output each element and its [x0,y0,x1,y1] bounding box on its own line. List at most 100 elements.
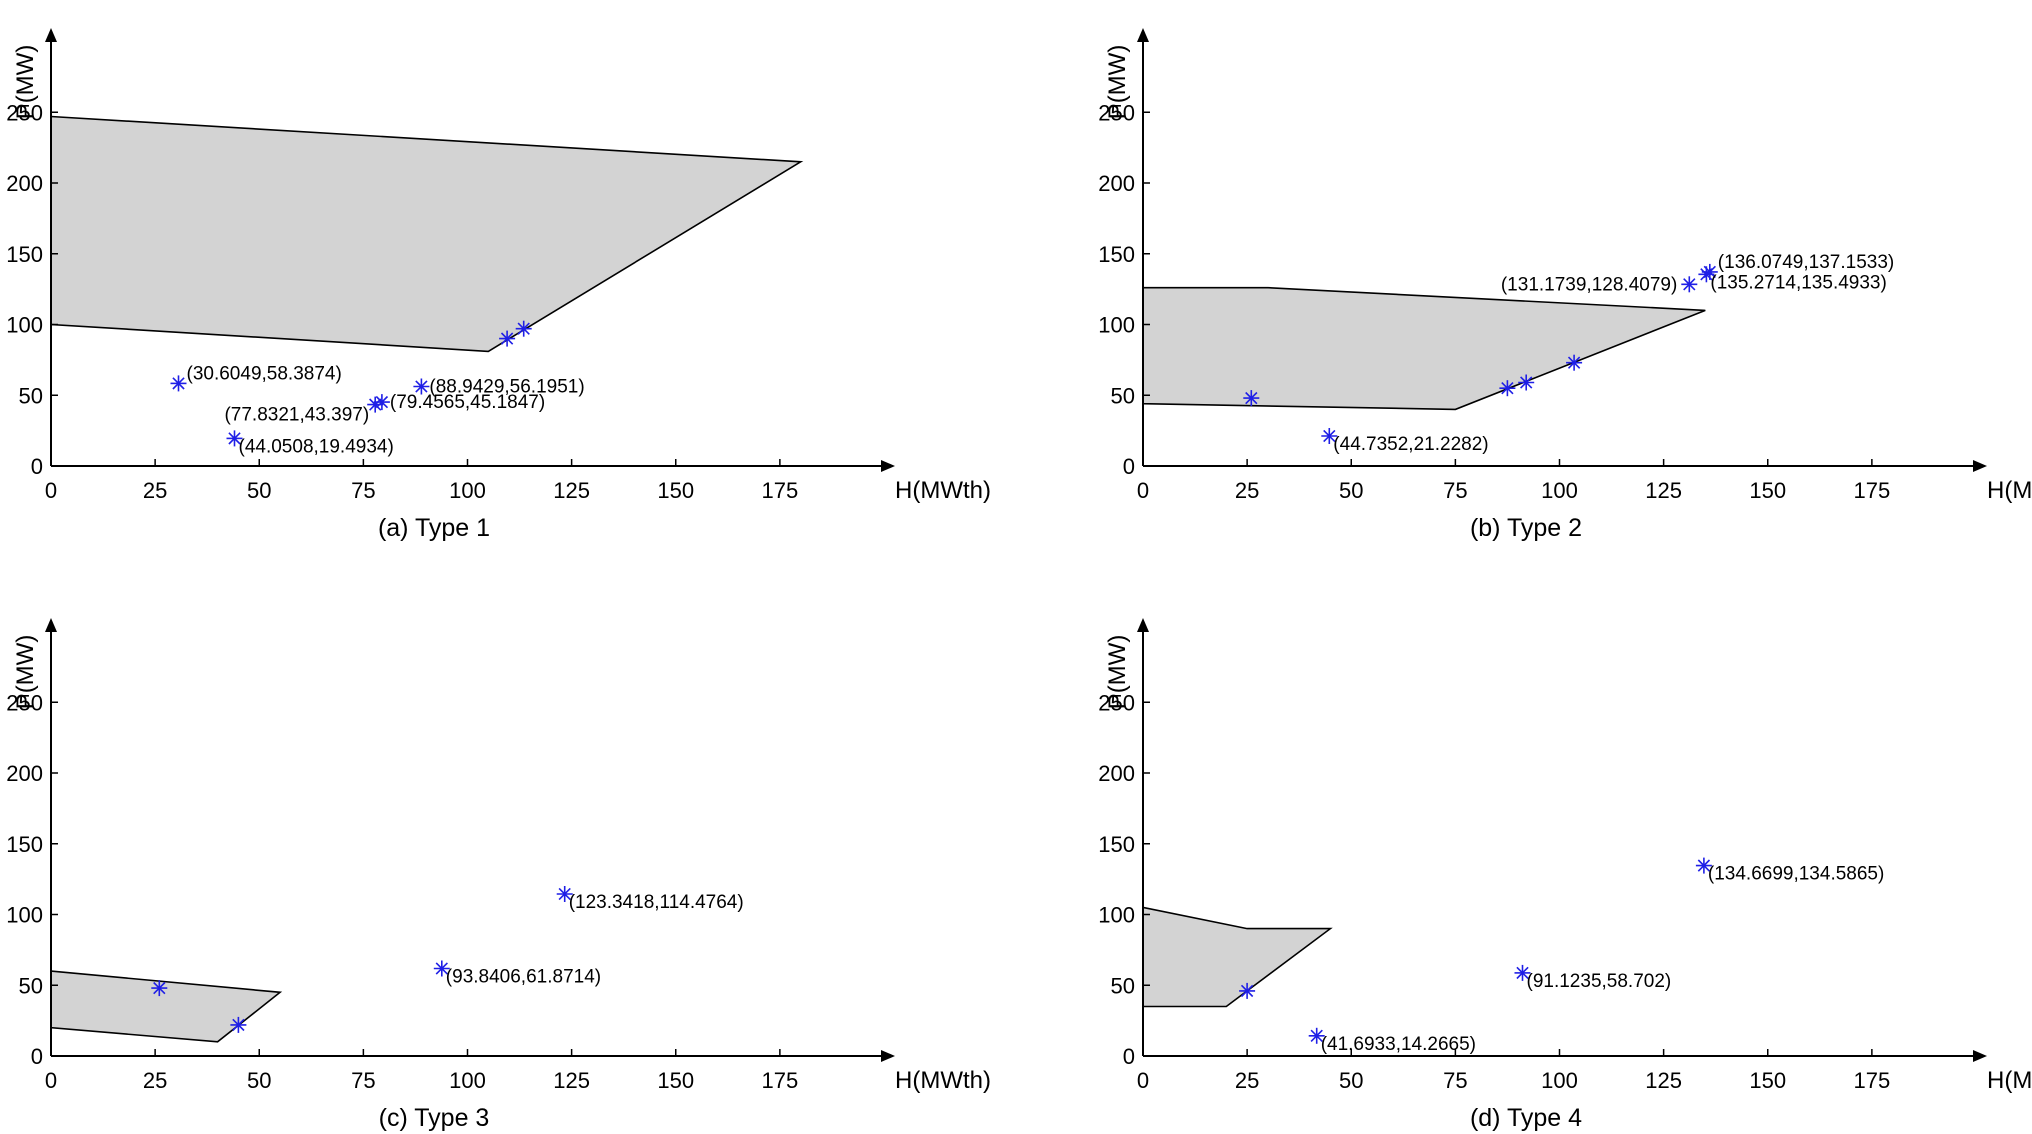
x-axis-arrow [1973,460,1987,472]
data-point-label: (131.1739,128.4079) [1501,274,1677,295]
data-point-marker [151,980,168,997]
marker-stroke [500,332,514,345]
x-tick-label: 75 [351,478,375,503]
x-tick-label: 150 [657,1068,694,1093]
x-tick-label: 100 [449,478,486,503]
marker-stroke [1310,1029,1323,1042]
y-axis-arrow [1137,618,1149,632]
x-tick-label: 75 [1443,1068,1467,1093]
x-axis-arrow [881,460,895,472]
y-tick-label: 200 [6,761,43,786]
y-axis-title: P(MW) [12,635,39,710]
x-tick-label: 100 [1541,478,1578,503]
data-point-label: (91.1235,58.702) [1527,971,1672,992]
y-tick-label: 250 [6,690,43,715]
x-tick-label: 0 [1137,478,1149,503]
y-tick-label: 100 [6,313,43,338]
x-tick-label: 0 [45,478,57,503]
marker-stroke [172,377,185,390]
marker-stroke [1516,966,1529,980]
chart-panel-2: 0 25 50 75 100 125 150 175 0 50 100 150 200 250 H(MWth… [1098,28,2032,542]
y-tick-label: 0 [1123,1044,1135,1069]
data-point-label: (123.3418,114.4764) [569,892,744,913]
y-tick-label: 100 [1098,313,1135,338]
data-point-label: (44.0508,19.4934) [239,436,394,457]
marker-stroke [228,432,241,445]
panel-caption: (c) Type 3 [379,1104,490,1132]
x-tick-label: 75 [1443,478,1467,503]
feasible-region [50,970,283,1043]
y-tick-label: 150 [6,242,43,267]
feasible-region [1142,906,1333,1008]
x-axis-arrow [881,1050,895,1062]
data-point-marker [556,886,573,902]
x-tick-label: 0 [1137,1068,1149,1093]
y-tick-label: 150 [1098,242,1135,267]
y-axis-arrow [45,28,57,42]
chart-panel-4: 0 25 50 75 100 125 150 175 0 50 100 150 200 250 H(MWth… [1098,618,2032,1132]
x-tick-label: 100 [1541,1068,1578,1093]
data-point-label: (134.6699,134.5865) [1708,864,1884,885]
y-axis-arrow [1137,28,1149,42]
y-tick-label: 150 [1098,832,1135,857]
x-tick-label: 125 [553,478,590,503]
marker-stroke [1240,984,1254,998]
x-tick-label: 125 [1645,478,1682,503]
data-point-marker [1243,390,1260,407]
data-point-label: (79.4565,45.1847) [390,392,545,413]
y-axis-title: P(MW) [1104,45,1131,120]
data-point-label: (44.7352,21.2282) [1333,434,1488,455]
data-point-marker [1566,354,1583,371]
panel-caption: (d) Type 4 [1470,1104,1582,1132]
data-point-marker [373,394,390,411]
panel-caption: (b) Type 2 [1470,514,1582,542]
y-tick-label: 0 [31,454,43,479]
marker-stroke [517,322,530,335]
y-tick-label: 250 [1098,690,1135,715]
x-tick-label: 25 [1235,478,1259,503]
x-tick-label: 25 [143,478,167,503]
data-point-marker [1321,428,1338,444]
x-axis-arrow [1973,1050,1987,1062]
x-tick-label: 150 [1749,1068,1786,1093]
data-point-label: (93.8406,61.8714) [446,967,601,988]
marker-stroke [1501,382,1514,395]
y-tick-label: 100 [6,903,43,928]
data-point-marker [230,1016,247,1033]
x-tick-label: 175 [1854,1068,1891,1093]
y-tick-label: 0 [1123,454,1135,479]
y-tick-label: 250 [1098,100,1135,125]
data-point-marker [1698,266,1715,283]
x-axis-title: H(MWth) [1987,1067,2032,1094]
x-tick-label: 0 [45,1068,57,1093]
feasible-region [50,115,804,353]
data-point-marker [515,320,532,337]
x-tick-label: 50 [1339,1068,1363,1093]
marker-stroke [1700,268,1713,281]
x-axis-title: H(MWth) [895,1067,991,1094]
y-tick-label: 100 [1098,903,1135,928]
marker-stroke [1697,859,1711,872]
data-point-label: (77.8321,43.397) [224,405,369,426]
marker-stroke [1567,356,1581,369]
x-tick-label: 75 [351,1068,375,1093]
marker-stroke [1683,278,1696,291]
marker-stroke [1520,376,1533,389]
data-point-marker [433,960,450,977]
marker-stroke [232,1018,245,1032]
x-axis-title: H(MWth) [1987,477,2032,504]
y-tick-label: 150 [6,832,43,857]
x-tick-label: 100 [449,1068,486,1093]
x-tick-label: 125 [553,1068,590,1093]
data-point-marker [367,396,384,413]
y-tick-label: 0 [31,1044,43,1069]
data-point-label: (41.6933,14.2665) [1321,1034,1476,1055]
y-tick-label: 250 [6,100,43,125]
y-tick-label: 50 [19,973,43,998]
marker-stroke [415,380,428,393]
data-point-marker [170,375,187,392]
data-point-label: (30.6049,58.3874) [187,363,342,384]
data-point-marker [226,430,243,447]
data-point-marker [413,378,430,395]
